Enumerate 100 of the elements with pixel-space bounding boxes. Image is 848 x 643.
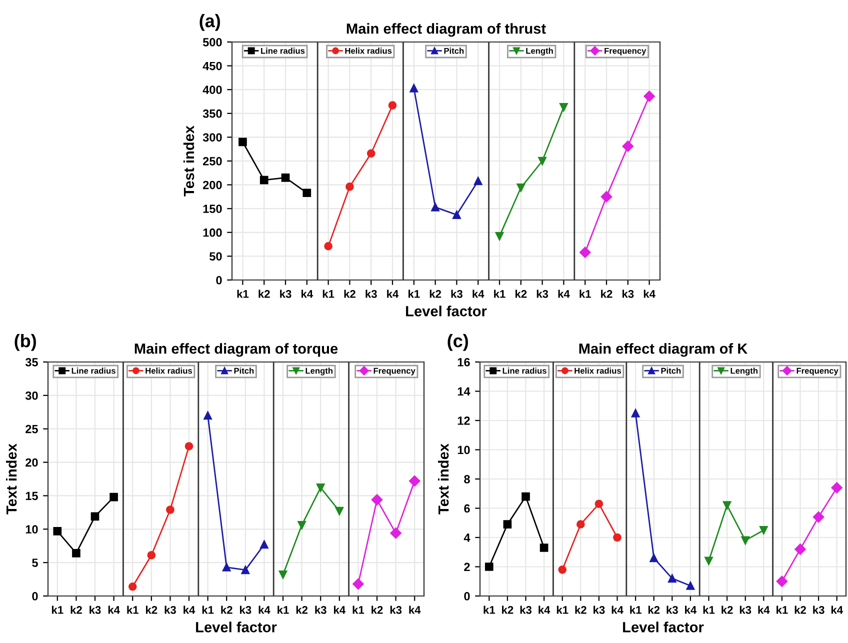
chart-title: Main effect diagram of thrust [346, 23, 546, 37]
x-tick-label: k3 [164, 606, 176, 614]
y-tick-label: 450 [202, 62, 222, 70]
point [560, 103, 568, 112]
x-tick-label: k1 [237, 290, 249, 298]
x-tick-label: k1 [556, 606, 568, 614]
y-tick-label: 16 [458, 358, 470, 366]
x-tick-label: k4 [108, 606, 120, 614]
x-tick-label: k3 [240, 606, 252, 614]
point [622, 140, 634, 152]
y-tick-label: 350 [202, 109, 222, 118]
x-tick-label: k2 [515, 290, 527, 298]
legend-label: Frequency [796, 368, 838, 376]
point [302, 188, 312, 198]
point [522, 492, 530, 501]
x-tick-label: k1 [322, 290, 334, 298]
y-tick-label: 5 [32, 558, 38, 567]
y-tick-label: 0 [464, 592, 470, 600]
x-tick-label: k2 [648, 606, 660, 614]
x-tick-label: k3 [390, 606, 402, 614]
chart-title: Main effect diagram of torque [134, 343, 338, 357]
point [90, 512, 100, 521]
x-tick-label: k2 [258, 290, 270, 298]
x-tick-label: k2 [601, 290, 612, 298]
x-tick-label: k1 [52, 606, 64, 614]
point [260, 176, 268, 184]
x-tick-label: k1 [630, 606, 642, 614]
legend-label: Frequency [374, 368, 416, 376]
y-tick-label: 50 [210, 252, 222, 261]
x-tick-label: k4 [409, 606, 421, 614]
y-tick-label: 100 [203, 228, 222, 237]
point [346, 182, 354, 191]
x-tick-label: k3 [520, 606, 532, 614]
x-tick-label: k2 [372, 606, 383, 614]
x-tick-label: k2 [502, 606, 514, 614]
x-tick-label: k3 [315, 606, 326, 614]
point [579, 246, 591, 258]
point [184, 442, 194, 450]
x-tick-label: k1 [202, 606, 214, 614]
point [238, 138, 247, 146]
point [484, 562, 494, 571]
point [722, 501, 732, 510]
y-tick-label: 20 [26, 458, 38, 467]
point [352, 578, 364, 590]
point [222, 563, 231, 572]
y-tick-label: 8 [464, 475, 470, 484]
x-tick-label: k4 [758, 606, 770, 614]
x-tick-label: k2 [344, 290, 356, 298]
legend-label: Helix radius [574, 368, 621, 374]
x-tick-label: k1 [352, 606, 364, 614]
y-tick-label: 150 [203, 204, 222, 213]
point [371, 494, 383, 506]
point [241, 566, 250, 574]
legend-label: Helix radius [345, 48, 392, 54]
x-axis-title: Level factor [196, 622, 277, 632]
point [452, 210, 461, 219]
chart-title: Main effect diagram of K [579, 343, 748, 357]
x-tick-label: k1 [484, 606, 496, 614]
y-tick-label: 500 [202, 38, 222, 46]
point [324, 242, 332, 250]
y-tick-label: 30 [25, 391, 38, 400]
point [631, 409, 640, 418]
x-tick-label: k4 [301, 290, 314, 298]
x-tick-label: k1 [408, 290, 420, 298]
point [812, 511, 824, 523]
point [704, 556, 713, 566]
point [650, 554, 658, 562]
x-tick-label: k4 [685, 606, 697, 614]
legend-label: Line radius [261, 48, 305, 54]
y-axis-title: Text index [438, 444, 449, 514]
point [335, 506, 344, 516]
point [298, 520, 306, 530]
x-tick-label: k2 [430, 290, 442, 298]
y-tick-label: 10 [458, 446, 470, 454]
legend-label: Frequency [604, 48, 646, 56]
x-tick-label: k4 [644, 290, 656, 298]
x-tick-label: k1 [703, 606, 715, 614]
point [831, 482, 842, 494]
y-axis-title: Text index [6, 444, 17, 514]
y-tick-label: 0 [32, 592, 38, 600]
y-axis-title: Test index [183, 126, 194, 196]
x-tick-label: k4 [258, 606, 270, 614]
point [278, 570, 288, 579]
legend-label: Pitch [234, 368, 254, 374]
point [53, 526, 62, 536]
point [408, 475, 420, 487]
point [600, 191, 612, 202]
point [776, 576, 788, 587]
y-tick-label: 4 [464, 534, 470, 542]
point [260, 540, 268, 549]
point [503, 520, 512, 529]
y-tick-label: 14 [458, 387, 470, 396]
y-tick-label: 300 [202, 133, 222, 142]
y-tick-label: 25 [26, 424, 38, 434]
x-tick-label: k4 [334, 606, 346, 614]
point [410, 84, 418, 92]
x-tick-label: k1 [127, 606, 138, 614]
point [110, 492, 118, 502]
point [166, 506, 174, 514]
y-tick-label: 200 [202, 180, 222, 190]
